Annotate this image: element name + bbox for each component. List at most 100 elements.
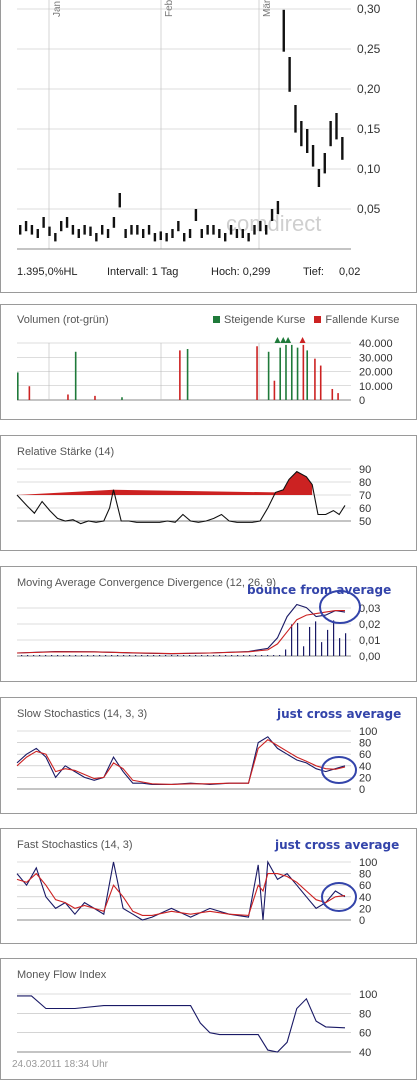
price-bar xyxy=(83,225,86,235)
macd-histogram-bar xyxy=(279,655,281,656)
price-bar xyxy=(200,229,203,238)
volume-bar xyxy=(337,393,339,400)
macd-histogram-bar xyxy=(201,655,203,656)
y-tick-label: 0 xyxy=(359,395,365,407)
macd-histogram-bar xyxy=(21,655,23,656)
y-tick-label: 0,30 xyxy=(357,2,381,16)
macd-histogram-bar xyxy=(255,655,257,656)
macd-histogram-bar xyxy=(171,655,173,656)
macd-histogram-bar xyxy=(33,655,35,656)
volume-title: Volumen (rot-grün) xyxy=(17,314,109,326)
macd-histogram-bar xyxy=(321,642,323,656)
macd-title: Moving Average Convergence Divergence (1… xyxy=(17,577,277,589)
volume-bar xyxy=(17,372,19,400)
macd-histogram-bar xyxy=(63,655,65,656)
macd-histogram-bar xyxy=(27,655,29,656)
y-tick-label: 40 xyxy=(359,892,371,904)
slow-circle-annotation xyxy=(321,756,357,784)
macd-histogram-bar xyxy=(225,655,227,656)
macd-histogram-bar xyxy=(147,655,149,656)
macd-histogram-bar xyxy=(39,655,41,656)
macd-histogram-bar xyxy=(261,655,263,656)
fast-circle-annotation xyxy=(321,882,357,912)
stoch-k-line xyxy=(16,860,346,921)
stoch-d-line xyxy=(16,872,346,916)
volume-bar xyxy=(28,386,31,400)
price-bar xyxy=(95,233,98,242)
macd-histogram-bar xyxy=(105,655,107,656)
mfi-line xyxy=(17,995,346,1053)
price-bar xyxy=(218,229,221,238)
macd-histogram-bar xyxy=(111,655,113,656)
volume-arrow-marker xyxy=(274,337,281,343)
macd-histogram-bar xyxy=(345,633,347,656)
macd-histogram-bar xyxy=(75,655,77,656)
mfi-panel: Money Flow Index 100 80 60 40 xyxy=(0,958,417,1080)
rsi-panel: Relative Stärke (14) 90 80 70 60 50 xyxy=(0,435,417,551)
volume-bar xyxy=(279,347,281,400)
price-bar xyxy=(36,229,39,238)
macd-histogram-bar xyxy=(123,655,125,656)
volume-bar xyxy=(314,358,316,400)
y-tick-label: 90 xyxy=(359,464,371,476)
price-bar xyxy=(71,225,75,235)
stat-low: Tief: xyxy=(303,266,324,278)
y-tick-label: 0 xyxy=(359,915,365,927)
y-tick-label: 80 xyxy=(359,477,371,489)
macd-chart: bounce from average 0,03 0,02 0,01 0,00 xyxy=(16,583,391,663)
legend-up-label: Steigende Kurse xyxy=(224,314,306,326)
price-bar xyxy=(276,201,280,215)
y-tick-label: 40.000 xyxy=(359,338,393,350)
y-tick-label: 0,05 xyxy=(357,202,381,216)
price-bar xyxy=(253,225,256,235)
price-bar xyxy=(188,229,192,238)
macd-histogram-bar xyxy=(87,655,89,656)
price-bar xyxy=(153,233,157,242)
price-bar xyxy=(65,217,69,228)
rsi-title: Relative Stärke (14) xyxy=(17,446,115,458)
macd-histogram-bar xyxy=(291,624,293,656)
macd-histogram-bar xyxy=(81,655,83,656)
macd-histogram-bar xyxy=(297,622,299,656)
macd-histogram-bar xyxy=(93,655,95,656)
macd-histogram-bar xyxy=(189,655,191,656)
price-bar xyxy=(259,221,262,232)
y-tick-label: 0,20 xyxy=(357,82,381,96)
y-tick-label: 60 xyxy=(359,1028,371,1040)
price-bar xyxy=(212,225,215,235)
y-tick-label: 0,03 xyxy=(359,603,380,615)
price-bar xyxy=(165,233,168,242)
price-bar xyxy=(30,225,34,235)
macd-histogram-bar xyxy=(99,655,101,656)
price-bar xyxy=(54,233,57,242)
volume-bar xyxy=(186,349,189,400)
macd-panel: Moving Average Convergence Divergence (1… xyxy=(0,566,417,682)
macd-histogram-bar xyxy=(333,620,335,656)
price-bar xyxy=(282,9,285,52)
stat-interval: Intervall: 1 Tag xyxy=(107,266,179,278)
volume-bar xyxy=(319,365,322,400)
timestamp: 24.03.2011 18:34 Uhr xyxy=(12,1059,109,1070)
macd-histogram-bar xyxy=(207,655,209,656)
price-bar xyxy=(106,229,110,238)
price-bar xyxy=(247,233,250,242)
macd-histogram-bar xyxy=(117,655,119,656)
stat-low-value: 0,02 xyxy=(339,266,361,278)
price-bar xyxy=(235,229,239,238)
volume-bar xyxy=(296,347,299,400)
price-bar xyxy=(306,129,309,153)
price-bar xyxy=(171,229,174,238)
macd-histogram-bar xyxy=(177,655,179,656)
macd-histogram-bar xyxy=(237,655,239,656)
y-tick-label: 0,00 xyxy=(359,651,380,663)
y-tick-label: 40 xyxy=(359,761,371,773)
macd-histogram-bar xyxy=(213,655,215,656)
y-tick-label: 0,02 xyxy=(359,619,380,631)
volume-bar xyxy=(302,344,305,400)
y-tick-label: 50 xyxy=(359,516,371,528)
y-tick-label: 80 xyxy=(359,869,371,881)
volume-arrow-marker xyxy=(280,337,287,343)
volume-bar xyxy=(74,351,77,400)
price-bar xyxy=(19,225,22,235)
